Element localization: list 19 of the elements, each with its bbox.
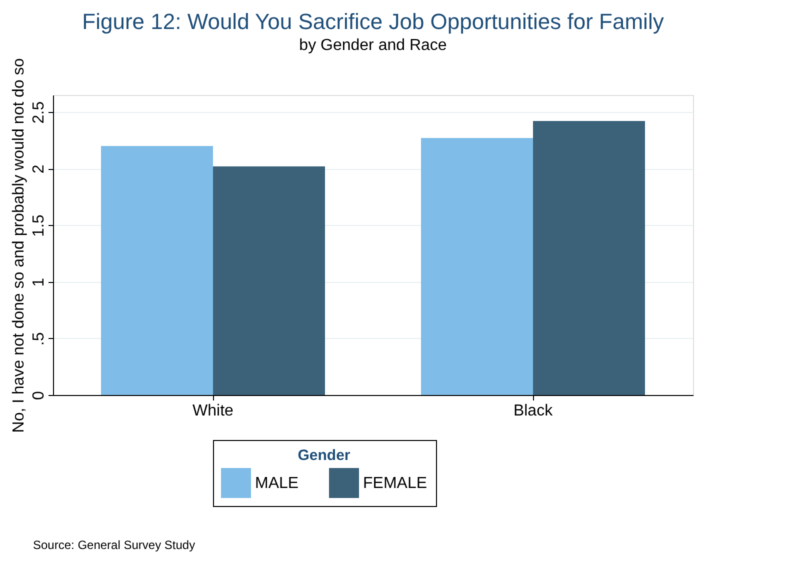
y-tick-label: 0 bbox=[30, 390, 48, 400]
bar bbox=[533, 121, 645, 395]
y-tick-label: 1.5 bbox=[30, 214, 48, 237]
y-tick-label: 1 bbox=[30, 278, 48, 287]
legend-title: Gender bbox=[298, 447, 350, 464]
y-tick-label: .5 bbox=[30, 332, 48, 346]
bar bbox=[213, 166, 325, 395]
y-tick-label: 2.5 bbox=[30, 101, 48, 124]
x-tick-label: Black bbox=[513, 402, 554, 420]
bar bbox=[421, 138, 533, 395]
y-axis-title: No, I have not done so and probably would not do so bbox=[10, 58, 28, 433]
source-note: Source: General Survey Study bbox=[33, 538, 196, 552]
chart-subtitle: by Gender and Race bbox=[299, 36, 447, 54]
bar bbox=[101, 146, 213, 395]
x-tick-label: White bbox=[192, 402, 234, 420]
legend-label: MALE bbox=[255, 475, 299, 492]
chart-title: Figure 12: Would You Sacrifice Job Opportunities for Family bbox=[82, 8, 664, 34]
y-tick-label: 2 bbox=[30, 164, 48, 174]
legend-label: FEMALE bbox=[363, 475, 428, 492]
